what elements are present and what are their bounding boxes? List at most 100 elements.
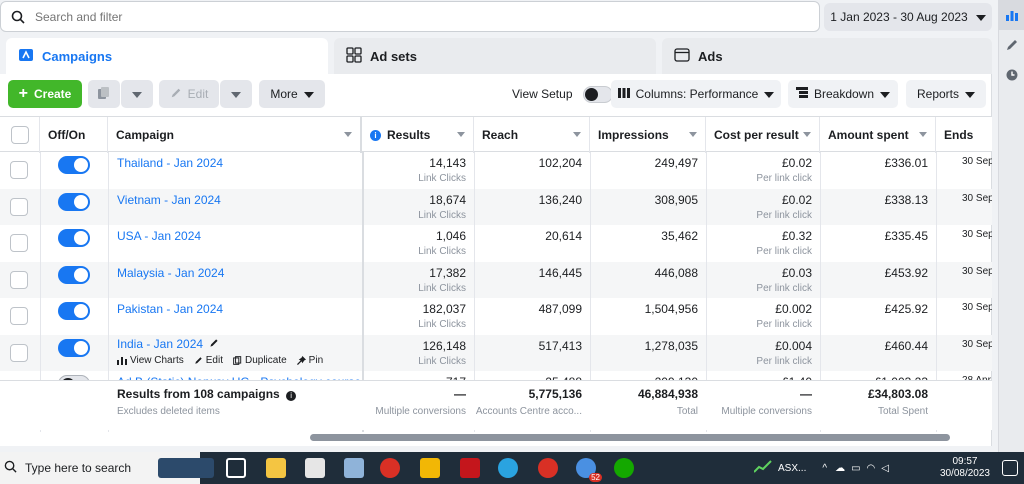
row-checkbox[interactable]	[10, 270, 28, 307]
table-row[interactable]: USA - Jan 2024 1,046 Link Clicks 20,614 3…	[0, 225, 992, 262]
column-header-results[interactable]: i Results	[362, 117, 474, 153]
pdf-reader-icon[interactable]	[460, 458, 480, 478]
column-header-ends[interactable]: Ends	[936, 117, 992, 153]
edit-label: Edit	[187, 87, 209, 101]
campaign-toggle-on[interactable]	[58, 229, 90, 247]
edit-button[interactable]: Edit	[159, 80, 219, 108]
battery-icon[interactable]: ▭	[851, 462, 861, 474]
campaign-toggle-on[interactable]	[58, 156, 90, 174]
campaign-name-link[interactable]: Malaysia - Jan 2024	[117, 265, 225, 280]
power-bi-icon[interactable]	[420, 458, 440, 478]
column-header-campaign[interactable]: Campaign	[108, 117, 362, 153]
column-divider	[590, 152, 591, 432]
columns-button[interactable]: Columns: Performance	[611, 80, 781, 108]
column-divider	[362, 152, 364, 432]
horizontal-scrollbar[interactable]	[310, 434, 950, 441]
pencil-icon[interactable]	[209, 337, 219, 351]
notifications-icon[interactable]	[1002, 460, 1018, 476]
grid-icon	[346, 46, 362, 66]
row-checkbox[interactable]	[10, 343, 28, 380]
reach-cell: 136,240	[538, 192, 582, 207]
view-charts-action[interactable]: View Charts	[117, 355, 184, 366]
campaign-toggle-on[interactable]	[58, 338, 90, 357]
taskbar-clock[interactable]: 09:57 30/08/2023	[940, 456, 990, 480]
campaign-name-link[interactable]: Ad B (Static) Norway UG - Psychology cou…	[108, 371, 362, 380]
table-row[interactable]: Ad B (Static) Norway UG - Psychology cou…	[0, 371, 992, 380]
create-button[interactable]: + Create	[8, 80, 82, 108]
tab-ad-sets[interactable]: Ad sets	[334, 38, 656, 74]
table-row[interactable]: Malaysia - Jan 2024 17,382 Link Clicks 14…	[0, 261, 992, 298]
campaign-name-link[interactable]: Vietnam - Jan 2024	[117, 192, 221, 207]
ends-cell: 30 Sep	[962, 302, 992, 313]
ticker-label[interactable]: ASX...	[778, 462, 807, 474]
column-header-reach[interactable]: Reach	[474, 117, 590, 153]
duplicate-button[interactable]	[88, 80, 120, 108]
duplicate-dropdown-button[interactable]	[121, 80, 153, 108]
wifi-icon[interactable]: ◠	[866, 462, 876, 474]
row-checkbox[interactable]	[10, 161, 28, 197]
search-box[interactable]	[0, 1, 820, 32]
cloud-icon[interactable]: ☁	[835, 462, 846, 474]
breakdown-button[interactable]: Breakdown	[788, 80, 898, 108]
campaign-toggle-on[interactable]	[58, 302, 90, 320]
results-cell: 182,037 Link Clicks	[362, 298, 474, 334]
cost-per-result-cell: £0.03 Per link click	[706, 262, 820, 298]
opera-icon[interactable]	[538, 458, 558, 478]
volume-icon[interactable]: ◁	[881, 462, 889, 474]
campaign-name-link[interactable]: Thailand - Jan 2024	[117, 156, 224, 170]
table-row[interactable]: India - Jan 2024 View Charts Edit Duplic…	[0, 334, 992, 371]
campaign-name-link[interactable]: India - Jan 2024	[117, 336, 204, 351]
row-checkbox[interactable]	[10, 234, 28, 270]
chevron-up-icon[interactable]: ^	[822, 462, 828, 474]
task-view-icon[interactable]	[226, 458, 246, 478]
file-explorer-icon[interactable]	[266, 458, 286, 478]
totals-sub: Multiple conversions	[375, 406, 466, 417]
duplicate-icon	[233, 355, 242, 365]
date-range-picker[interactable]: 1 Jan 2023 - 30 Aug 2023	[824, 3, 992, 31]
plus-icon: +	[18, 85, 28, 102]
pin-action[interactable]: Pin	[296, 355, 323, 366]
results-type: Link Clicks	[418, 246, 466, 257]
select-all-checkbox[interactable]	[10, 126, 29, 144]
table-row[interactable]: Pakistan - Jan 2024 182,037 Link Clicks 4…	[0, 298, 992, 335]
table-row[interactable]: Thailand - Jan 2024 14,143 Link Clicks 10…	[0, 152, 992, 189]
chart-bars-icon[interactable]	[999, 0, 1024, 30]
edit-action[interactable]: Edit	[194, 355, 223, 366]
telegram-icon[interactable]	[498, 458, 518, 478]
totals-value: —	[454, 387, 466, 401]
tab-campaigns[interactable]: Campaigns	[6, 38, 328, 74]
campaign-name-link[interactable]: USA - Jan 2024	[117, 229, 202, 243]
row-checkbox[interactable]	[10, 307, 28, 343]
pencil-icon[interactable]	[999, 30, 1024, 60]
row-checkbox[interactable]	[10, 197, 28, 234]
tab-ads[interactable]: Ads	[662, 38, 992, 74]
duplicate-action[interactable]: Duplicate	[233, 355, 287, 366]
edit-dropdown-button[interactable]	[220, 80, 252, 108]
pencil-icon	[170, 87, 182, 102]
chrome-profile-icon[interactable]: 52	[576, 458, 602, 482]
search-input[interactable]	[35, 9, 795, 24]
clock-icon[interactable]	[999, 60, 1024, 90]
upwork-icon[interactable]	[614, 458, 634, 478]
campaign-name-link[interactable]: Pakistan - Jan 2024	[117, 302, 224, 316]
reach-cell: 517,413	[538, 338, 582, 353]
screen-app-icon[interactable]	[305, 458, 325, 478]
column-header-off-on[interactable]: Off/On	[40, 117, 108, 153]
campaign-toggle-on[interactable]	[58, 192, 90, 211]
chrome-icon[interactable]	[380, 458, 400, 478]
notes-app-icon[interactable]	[344, 458, 364, 478]
info-icon[interactable]: i	[286, 391, 297, 401]
table-row[interactable]: Vietnam - Jan 2024 18,674 Link Clicks 136…	[0, 188, 992, 225]
more-button[interactable]: More	[259, 80, 325, 108]
ends-cell: 30 Sep	[962, 192, 992, 204]
column-header-amount-spent[interactable]: Amount spent	[820, 117, 936, 153]
more-label: More	[270, 87, 298, 101]
columns-label: Columns: Performance	[635, 87, 759, 101]
column-header-cost-per-result[interactable]: Cost per result	[706, 117, 820, 153]
ends-cell: 28 Apr	[962, 371, 992, 380]
view-setup-toggle[interactable]	[582, 85, 613, 103]
search-highlight-image-icon[interactable]	[158, 458, 214, 478]
reports-button[interactable]: Reports	[906, 80, 986, 108]
campaign-toggle-on[interactable]	[58, 265, 90, 284]
column-header-impressions[interactable]: Impressions	[590, 117, 706, 153]
